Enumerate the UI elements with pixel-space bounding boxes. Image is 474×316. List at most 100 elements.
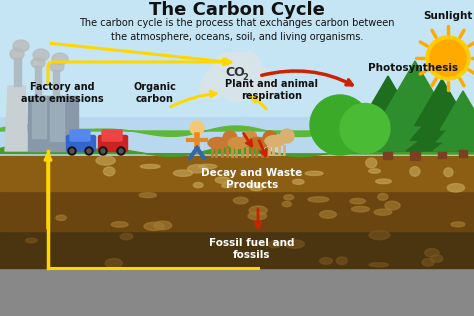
Ellipse shape: [284, 195, 293, 200]
Circle shape: [340, 104, 390, 154]
Bar: [459, 150, 466, 157]
Circle shape: [117, 147, 125, 155]
Polygon shape: [350, 123, 426, 151]
Ellipse shape: [188, 165, 207, 173]
Text: CO: CO: [225, 66, 245, 80]
Polygon shape: [0, 145, 474, 156]
Ellipse shape: [375, 179, 392, 184]
Bar: [28, 96, 78, 151]
Ellipse shape: [222, 184, 233, 188]
Polygon shape: [415, 79, 469, 126]
Polygon shape: [440, 91, 474, 130]
Circle shape: [230, 52, 262, 84]
Ellipse shape: [103, 167, 115, 176]
Text: Fossil fuel and
fossils: Fossil fuel and fossils: [209, 238, 295, 260]
Bar: [383, 149, 392, 159]
Bar: [0, 228, 474, 268]
Polygon shape: [406, 124, 474, 151]
Ellipse shape: [352, 206, 369, 212]
Bar: [0, 156, 474, 191]
Circle shape: [263, 131, 277, 145]
Circle shape: [310, 95, 370, 155]
Circle shape: [217, 61, 257, 101]
Bar: [336, 125, 345, 149]
Ellipse shape: [193, 182, 203, 188]
Text: 2: 2: [242, 72, 248, 82]
Circle shape: [204, 66, 234, 96]
Ellipse shape: [268, 241, 281, 248]
Ellipse shape: [10, 48, 24, 60]
Ellipse shape: [215, 177, 230, 183]
Ellipse shape: [292, 179, 304, 184]
Bar: [50, 96, 64, 141]
Ellipse shape: [265, 136, 285, 147]
Circle shape: [99, 147, 107, 155]
Circle shape: [85, 147, 93, 155]
Text: The Carbon Cycle: The Carbon Cycle: [149, 1, 325, 19]
Ellipse shape: [369, 169, 380, 173]
Ellipse shape: [369, 231, 390, 240]
FancyBboxPatch shape: [70, 130, 90, 141]
Circle shape: [200, 75, 224, 99]
Ellipse shape: [105, 258, 122, 268]
Ellipse shape: [319, 211, 337, 218]
Ellipse shape: [308, 197, 328, 202]
Polygon shape: [359, 76, 417, 125]
Bar: [35, 66, 41, 94]
Ellipse shape: [249, 206, 267, 215]
Circle shape: [213, 53, 243, 83]
Ellipse shape: [366, 158, 377, 168]
Circle shape: [119, 149, 123, 153]
Ellipse shape: [248, 212, 266, 220]
Ellipse shape: [52, 53, 68, 65]
Ellipse shape: [425, 249, 439, 257]
Bar: [438, 149, 447, 158]
Circle shape: [426, 36, 470, 80]
Bar: [32, 96, 46, 138]
Ellipse shape: [228, 137, 248, 149]
Ellipse shape: [447, 184, 465, 192]
Text: Plant and animal
respiration: Plant and animal respiration: [226, 79, 319, 101]
Ellipse shape: [139, 193, 156, 198]
Polygon shape: [0, 125, 474, 137]
Ellipse shape: [199, 164, 217, 169]
Polygon shape: [375, 93, 455, 137]
Circle shape: [430, 40, 466, 76]
FancyBboxPatch shape: [99, 136, 128, 151]
Polygon shape: [355, 102, 421, 140]
Polygon shape: [370, 117, 460, 151]
Circle shape: [280, 129, 294, 143]
Ellipse shape: [305, 171, 323, 175]
Ellipse shape: [350, 198, 365, 204]
Ellipse shape: [56, 215, 66, 221]
Ellipse shape: [120, 234, 133, 240]
Ellipse shape: [451, 222, 465, 227]
Text: sciencenotes.org: sciencenotes.org: [403, 302, 468, 311]
Bar: [361, 129, 369, 149]
Bar: [0, 186, 474, 231]
Ellipse shape: [25, 238, 37, 243]
Ellipse shape: [208, 137, 228, 149]
Circle shape: [87, 149, 91, 153]
Text: Decay and Waste
Products: Decay and Waste Products: [201, 168, 302, 191]
Ellipse shape: [378, 193, 388, 200]
Circle shape: [190, 121, 204, 135]
Circle shape: [101, 149, 105, 153]
Bar: [410, 149, 420, 160]
Ellipse shape: [233, 197, 248, 204]
Circle shape: [249, 74, 275, 100]
Ellipse shape: [154, 221, 172, 230]
Text: Photosynthesis: Photosynthesis: [368, 63, 458, 73]
Circle shape: [223, 131, 237, 145]
Ellipse shape: [337, 257, 347, 264]
Text: The carbon cycle is the process that exchanges carbon between
the atmosphere, oc: The carbon cycle is the process that exc…: [79, 18, 395, 42]
Polygon shape: [410, 104, 474, 140]
Bar: [0, 266, 474, 316]
Polygon shape: [433, 128, 474, 151]
Ellipse shape: [410, 167, 420, 176]
Ellipse shape: [282, 202, 292, 207]
Ellipse shape: [249, 183, 264, 191]
Text: Factory and
auto emissions: Factory and auto emissions: [21, 82, 103, 104]
Ellipse shape: [369, 263, 389, 267]
Bar: [14, 58, 21, 86]
